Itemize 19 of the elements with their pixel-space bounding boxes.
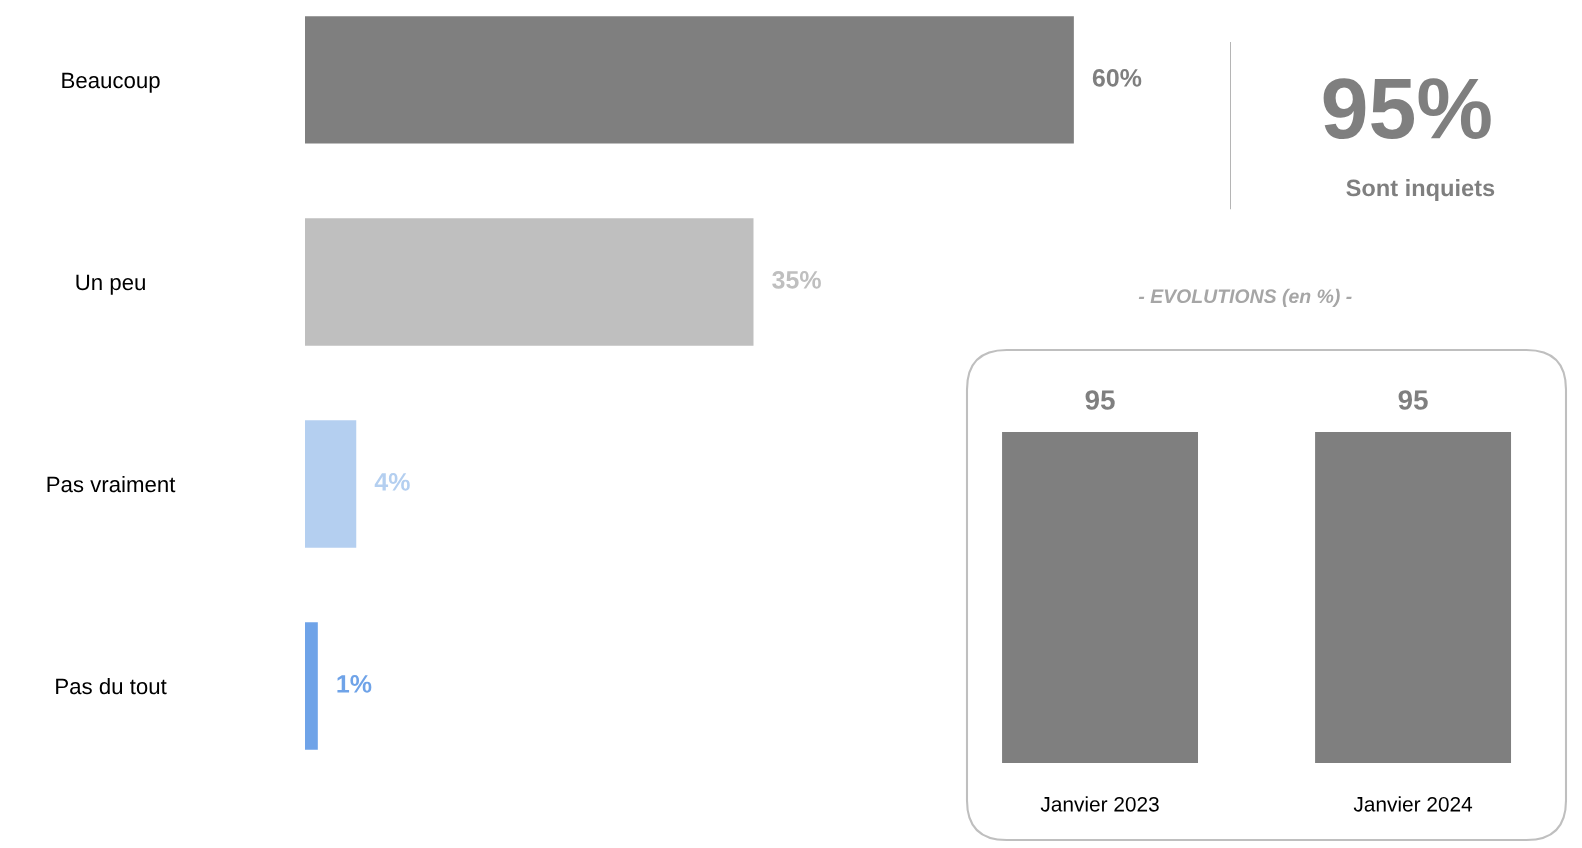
data-label: 1% <box>337 675 372 693</box>
data-label: 95 <box>1398 390 1428 410</box>
y-tick-label: Pas du tout <box>56 677 167 695</box>
bar <box>305 420 357 548</box>
data-label: 95 <box>1085 390 1115 410</box>
data-label: 35% <box>772 271 821 289</box>
x-tick-label: Janvier 2024 <box>1353 796 1473 812</box>
data-label: 4% <box>374 473 410 491</box>
text: 95% <box>1323 78 1491 140</box>
bar <box>305 622 318 750</box>
y-tick-label: Beaucoup <box>62 72 160 93</box>
y-tick-label: Pas vraiment <box>47 475 176 493</box>
data-label: 60% <box>1092 69 1142 87</box>
x-tick-label: Janvier 2023 <box>1040 796 1159 812</box>
bar <box>305 16 1074 144</box>
text: Sont inquiets <box>1346 179 1495 201</box>
y-tick-label: Un peu <box>76 274 145 295</box>
chart-title: - EVOLUTIONS (en %) - <box>1138 288 1352 307</box>
bar <box>305 218 754 346</box>
